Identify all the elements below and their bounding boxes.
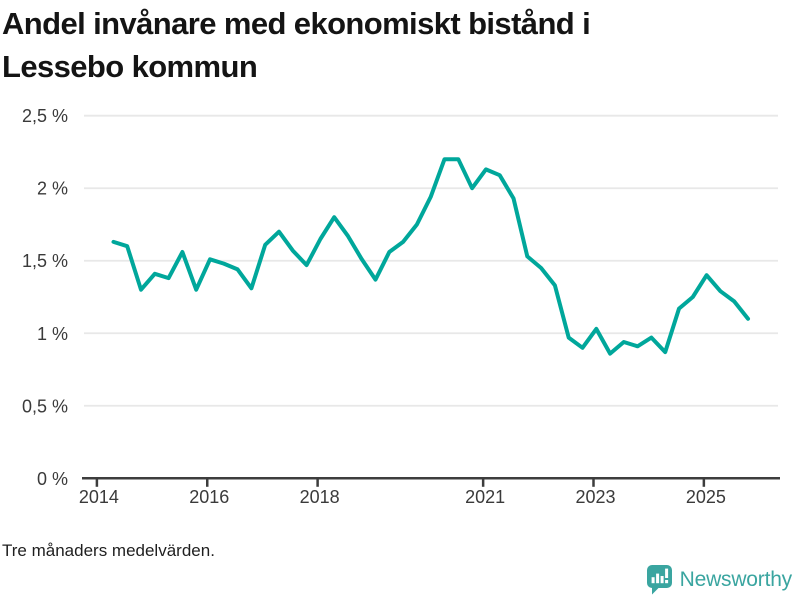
y-tick-label: 0 % bbox=[37, 469, 68, 489]
newsworthy-logo[interactable]: Newsworthy bbox=[646, 565, 793, 595]
newsworthy-icon bbox=[646, 565, 672, 595]
y-tick-label: 1,5 % bbox=[22, 251, 68, 271]
bar-3 bbox=[660, 576, 664, 584]
y-tick-label: 0,5 % bbox=[22, 396, 68, 416]
newsworthy-wordmark: Newsworthy bbox=[679, 568, 793, 591]
chart-title-line1: Andel invånare med ekonomiskt bistånd i bbox=[2, 6, 591, 41]
bar-2 bbox=[655, 573, 659, 584]
y-tick-label: 2 % bbox=[37, 179, 68, 199]
x-tick-label: 2016 bbox=[189, 487, 229, 507]
exclamation-stem bbox=[664, 568, 668, 578]
chart-title: Andel invånare med ekonomiskt bistånd i L… bbox=[2, 0, 782, 88]
y-tick-label: 2,5 % bbox=[22, 106, 68, 126]
chart-title-line2: Lessebo kommun bbox=[2, 49, 258, 84]
speech-bubble-shape bbox=[646, 565, 672, 595]
x-tick-label: 2021 bbox=[465, 487, 505, 507]
y-tick-label: 1 % bbox=[37, 324, 68, 344]
x-tick-label: 2025 bbox=[686, 487, 726, 507]
x-tick-label: 2014 bbox=[79, 487, 119, 507]
x-tick-label: 2023 bbox=[575, 487, 615, 507]
bar-1 bbox=[651, 577, 655, 584]
exclamation-dot bbox=[664, 580, 668, 584]
chart-footnote: Tre månaders medelvärden. bbox=[2, 541, 215, 560]
data-line bbox=[111, 157, 750, 356]
x-tick-label: 2018 bbox=[300, 487, 340, 507]
